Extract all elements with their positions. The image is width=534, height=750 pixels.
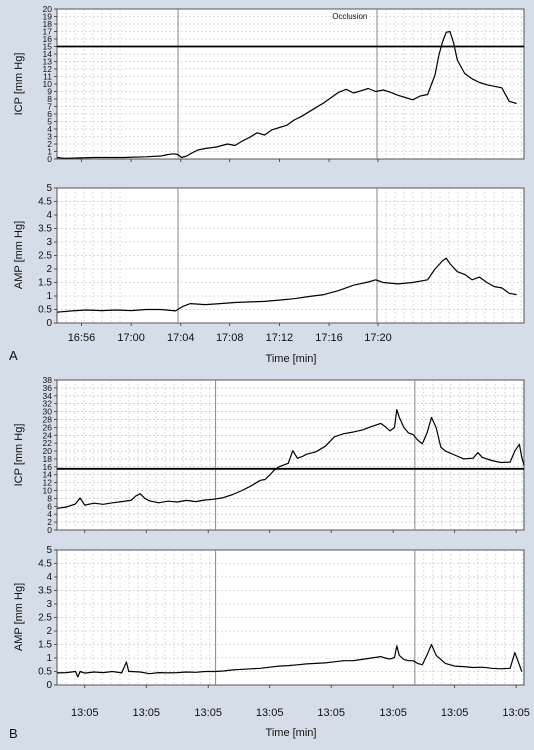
y-tick-label: 6: [47, 501, 52, 511]
y-tick-label: 0: [47, 525, 52, 535]
y-tick-label: 12: [43, 478, 53, 488]
x-tick-label: 13:05: [256, 707, 284, 719]
y-tick-label: 3: [46, 599, 52, 610]
y-tick-label: 32: [43, 399, 53, 409]
x-tick-label: 13:05: [502, 707, 530, 719]
plot-b-icp-bg: [56, 379, 525, 531]
y-tick-label: 18: [43, 454, 53, 464]
y-tick-label: 5: [47, 117, 52, 127]
x-tick-label: 13:05: [441, 707, 469, 719]
x-tick-label: 13:05: [194, 707, 222, 719]
y-tick-label: 19: [43, 12, 53, 22]
y-tick-label: 6: [47, 109, 52, 119]
y-tick-label: 16: [43, 34, 53, 44]
x-tick-label: 17:00: [117, 332, 145, 344]
y-tick-label: 2: [46, 626, 52, 637]
y-tick-label: 16: [43, 462, 53, 472]
y-tick-label: 8: [47, 493, 52, 503]
x-tick-label: 13:05: [71, 707, 99, 719]
series-trace: [56, 257, 517, 313]
y-tick-label: 17: [43, 27, 53, 37]
y-tick-label: 0.5: [38, 305, 52, 316]
y-tick-label: 2: [47, 517, 52, 527]
x-ticks-a: 16:56 17:00 17:04 17:08 17:12 17:16 17:20: [68, 332, 392, 344]
y-tick-label: 20: [43, 4, 53, 14]
ylabel-b-icp: ICP [mm Hg]: [13, 424, 25, 487]
y-tick-label: 30: [43, 407, 53, 417]
y-tick-label: 15: [43, 42, 53, 52]
y-tick-label: 38: [43, 375, 53, 385]
y-tick-label: 1: [46, 653, 52, 664]
annotation-occlusion: Occlusion: [332, 12, 367, 21]
y-tick-label: 2: [47, 139, 52, 149]
y-tick-label: 4.5: [38, 559, 52, 570]
x-tick-label: 13:05: [317, 707, 345, 719]
plot-a-icp: 01234567891011121314151617181920Occlusio…: [43, 4, 524, 164]
xlabel-b: Time [min]: [266, 727, 317, 739]
y-tick-label: 3: [47, 132, 52, 142]
ylabel-b-amp: AMP [mm Hg]: [13, 583, 25, 651]
y-tick-label: 9: [47, 87, 52, 97]
ylabel-a-amp: AMP [mm Hg]: [13, 221, 25, 289]
y-tick-label: 20: [43, 446, 53, 456]
y-tick-label: 36: [43, 383, 53, 393]
y-tick-label: 12: [43, 64, 53, 74]
x-tick-label: 17:04: [167, 332, 195, 344]
y-tick-label: 3: [46, 237, 52, 248]
y-tick-label: 11: [43, 72, 52, 82]
y-tick-label: 34: [43, 391, 53, 401]
y-tick-label: 1: [46, 291, 52, 302]
x-tick-label: 17:16: [315, 332, 343, 344]
y-tick-label: 4: [47, 124, 52, 134]
y-tick-label: 18: [43, 19, 53, 29]
y-tick-label: 2.5: [38, 251, 52, 262]
plot-b-amp: 0 0.5 1 1.5 2 2.5 3 3.5 4 4.5 5: [38, 545, 524, 691]
y-tick-label: 28: [43, 414, 53, 424]
y-tick-label: 1.5: [38, 640, 52, 651]
plot-a-amp: 0 0.5 1 1.5 2 2.5 3 3.5 4 4.5 5: [38, 183, 524, 329]
y-tick-label: 3.5: [38, 224, 52, 235]
series-trace: [56, 409, 525, 509]
y-tick-label: 5: [46, 183, 52, 194]
y-tick-label: 24: [43, 430, 53, 440]
y-tick-label: 5: [46, 545, 52, 556]
x-tick-label: 13:05: [132, 707, 160, 719]
y-tick-label: 26: [43, 422, 53, 432]
panel-letter-b: B: [9, 726, 18, 741]
xlabel-a: Time [min]: [266, 353, 317, 365]
y-tick-label: 14: [43, 49, 53, 59]
y-tick-label: 4: [46, 210, 52, 221]
y-tick-label: 4: [46, 572, 52, 583]
y-tick-label: 13: [43, 57, 53, 67]
y-tick-label: 22: [43, 438, 53, 448]
y-tick-label: 14: [43, 470, 53, 480]
y-tick-label: 0: [46, 680, 52, 691]
x-tick-label: 16:56: [68, 332, 96, 344]
y-tick-label: 1.5: [38, 278, 52, 289]
y-tick-label: 0.5: [38, 667, 52, 678]
x-tick-label: 17:20: [364, 332, 392, 344]
y-tick-label: 0: [47, 154, 52, 164]
y-tick-label: 0: [46, 318, 52, 329]
x-tick-label: 17:12: [266, 332, 294, 344]
y-tick-label: 1: [47, 147, 52, 157]
y-tick-label: 10: [43, 486, 53, 496]
series-trace: [56, 643, 523, 678]
y-tick-label: 10: [43, 79, 53, 89]
ylabel-a-icp: ICP [mm Hg]: [13, 53, 25, 116]
y-tick-label: 2.5: [38, 613, 52, 624]
y-tick-label: 2: [46, 264, 52, 275]
panel-letter-a: A: [9, 348, 18, 363]
y-tick-label: 4.5: [38, 197, 52, 208]
y-tick-label: 3.5: [38, 586, 52, 597]
series-trace: [56, 30, 517, 159]
y-tick-label: 8: [47, 94, 52, 104]
x-ticks-b: 13:05 13:05 13:05 13:05 13:05 13:05 13:05 13:05: [71, 707, 530, 719]
x-tick-label: 13:05: [379, 707, 407, 719]
x-tick-label: 17:08: [216, 332, 244, 344]
y-tick-label: 7: [47, 102, 52, 112]
y-tick-label: 4: [47, 509, 52, 519]
